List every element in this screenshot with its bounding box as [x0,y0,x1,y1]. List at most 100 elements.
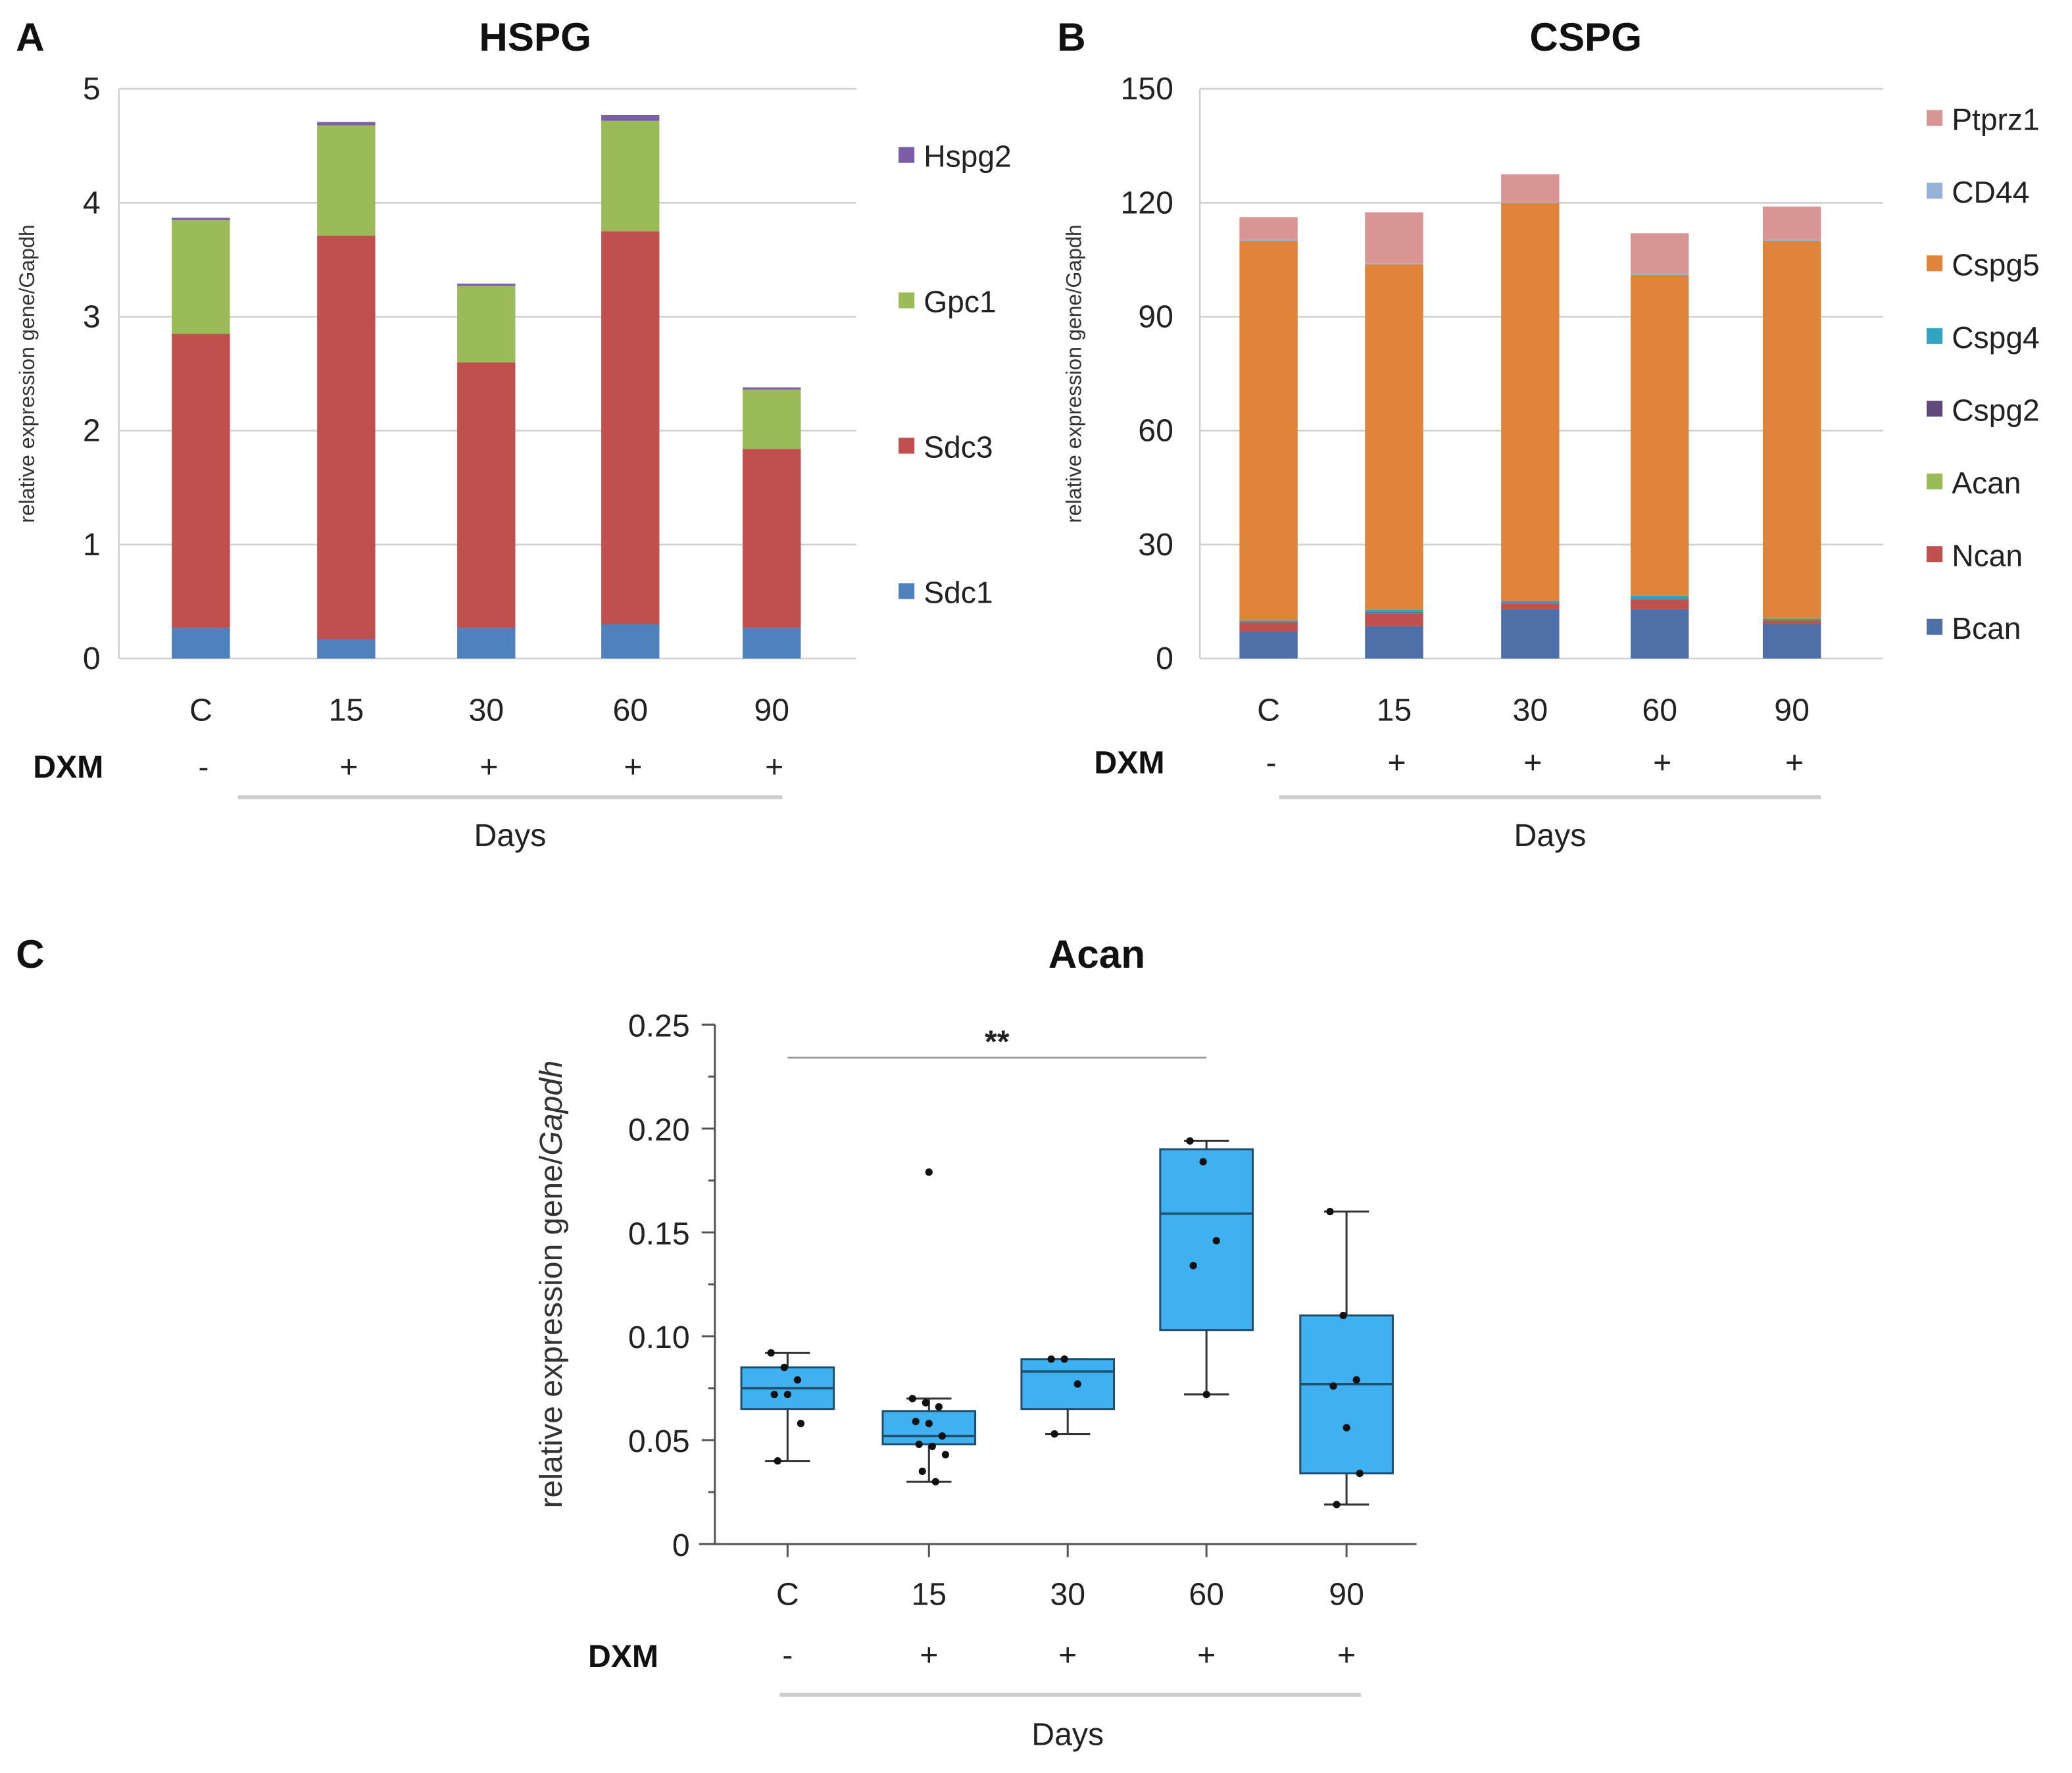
bar-segment-gpc1 [317,125,376,236]
bar-segment-ncan [1365,612,1423,626]
bar-segment-ncan [1762,620,1821,625]
data-point [922,1399,929,1407]
panel-A: A HSPG 0 1 2 3 4 5 relative expression gene/Gapd… [15,14,1012,853]
bar-segment-cspg4 [1501,601,1560,603]
bar-segment-bcan [1631,609,1689,659]
y-tick-label: 4 [83,185,101,220]
legend-swatch-sdc3 [899,437,915,454]
panel-label: B [1057,14,1086,59]
legend-label: Ptprz1 [1952,102,2040,136]
legend-label: Gpc1 [924,285,996,319]
bar-segment-bcan [1365,626,1423,659]
bar-segment-ptprz1 [1239,217,1298,240]
legend-label: Cspg5 [1952,247,2040,282]
bar-segment-ptprz1 [1762,207,1821,240]
x-tick-label: 60 [1189,1576,1224,1612]
legend-swatch-gpc1 [899,292,915,309]
bar-segment-cspg4 [1239,620,1298,622]
data-point [1339,1311,1347,1320]
data-point [770,1390,778,1399]
dxm-sign: + [1197,1637,1216,1673]
panel-C: C Acan 0 0.05 0.10 0.15 0.20 0.25 relative expre… [16,932,1417,1752]
y-tick-label: 0.25 [628,1009,690,1044]
bar-segment-bcan [1762,624,1821,659]
legend-swatch-cspg2 [1927,401,1943,417]
data-point [1060,1355,1068,1363]
legend-label: Sdc3 [924,430,993,464]
data-point [783,1390,791,1399]
data-point [1343,1424,1350,1432]
bar-segment-bcan [1501,609,1560,659]
y-tick-label: 60 [1138,413,1173,449]
bar-segment-cspg5 [1239,241,1298,621]
bar-segment-sdc3 [457,362,516,628]
data-point [915,1440,923,1448]
y-tick-label: 0.10 [628,1320,690,1355]
x-tick-label: C [1257,692,1280,728]
x-tick-label: 60 [1642,692,1677,728]
panel-label: A [16,14,45,59]
legend-swatch-cspg5 [1927,255,1943,272]
box-60 [1159,1137,1254,1399]
bar-segment-cd44 [1631,274,1689,276]
bar-segment-cspg5 [1365,264,1423,611]
panel-B: B CSPG 0 30 60 90 120 150 relative expression ge… [1057,14,2040,853]
data-point [928,1442,936,1451]
y-tick-label: 0.05 [628,1424,690,1459]
dxm-sign: + [1058,1637,1077,1673]
data-point [1356,1469,1364,1478]
data-point [925,1420,933,1428]
dxm-label: DXM [1094,745,1164,781]
y-axis-label-prefix: relative expression gene/ [533,1155,569,1509]
data-point [774,1457,781,1465]
legend-label: CD44 [1952,175,2029,209]
bar-segment-hspg2 [457,284,516,286]
box-iqr [1299,1314,1394,1475]
legend-swatch-hspg2 [899,147,915,163]
x-tick-label: C [189,692,212,728]
bar-segment-gpc1 [601,120,660,232]
significance-label: ** [985,1024,1010,1060]
y-tick-label: 120 [1120,185,1173,220]
dxm-sign: - [198,749,209,785]
legend-label: Cspg4 [1952,320,2040,355]
data-point [918,1467,926,1476]
legend-label: Cspg2 [1952,393,2040,427]
bar-segment-ncan [1631,599,1689,609]
chart-title: Acan [1048,932,1145,976]
data-point [1199,1158,1207,1166]
x-tick-label: 90 [1774,692,1810,728]
box-30 [1020,1355,1116,1438]
dxm-sign: + [1387,745,1406,781]
x-tick-label: 90 [754,692,789,728]
dxm-label: DXM [588,1639,658,1674]
y-tick-label: 0.20 [628,1112,690,1147]
x-tick-label: 15 [911,1576,947,1612]
data-point [1326,1208,1334,1216]
data-point [1186,1137,1194,1145]
bar-segment-hspg2 [317,122,376,126]
legend-swatch-ncan [1927,546,1943,562]
legend-label: Sdc1 [924,576,993,610]
legend-swatch-ptprz1 [1927,110,1943,126]
bar-segment-sdc1 [172,628,230,659]
data-point [767,1349,775,1357]
bar-segment-cspg5 [1631,274,1689,596]
bar-segment-cspg4 [1365,610,1423,612]
y-tick-label: 1 [83,527,101,562]
chart-title: CSPG [1529,14,1642,59]
legend-swatch-sdc1 [899,583,915,599]
dxm-label: DXM [33,749,103,785]
box-15 [881,1168,977,1486]
dxm-sign: - [1266,745,1277,781]
data-point [1352,1376,1360,1384]
data-point [1047,1355,1055,1363]
bar-segment-cspg5 [1762,241,1821,619]
bar-segment-hspg2 [172,217,230,220]
chart-title: HSPG [479,14,591,59]
y-tick-label: 3 [83,299,101,335]
bar-segment-sdc3 [601,231,660,625]
data-point [1073,1380,1081,1388]
bar-segment-ptprz1 [1501,174,1560,203]
